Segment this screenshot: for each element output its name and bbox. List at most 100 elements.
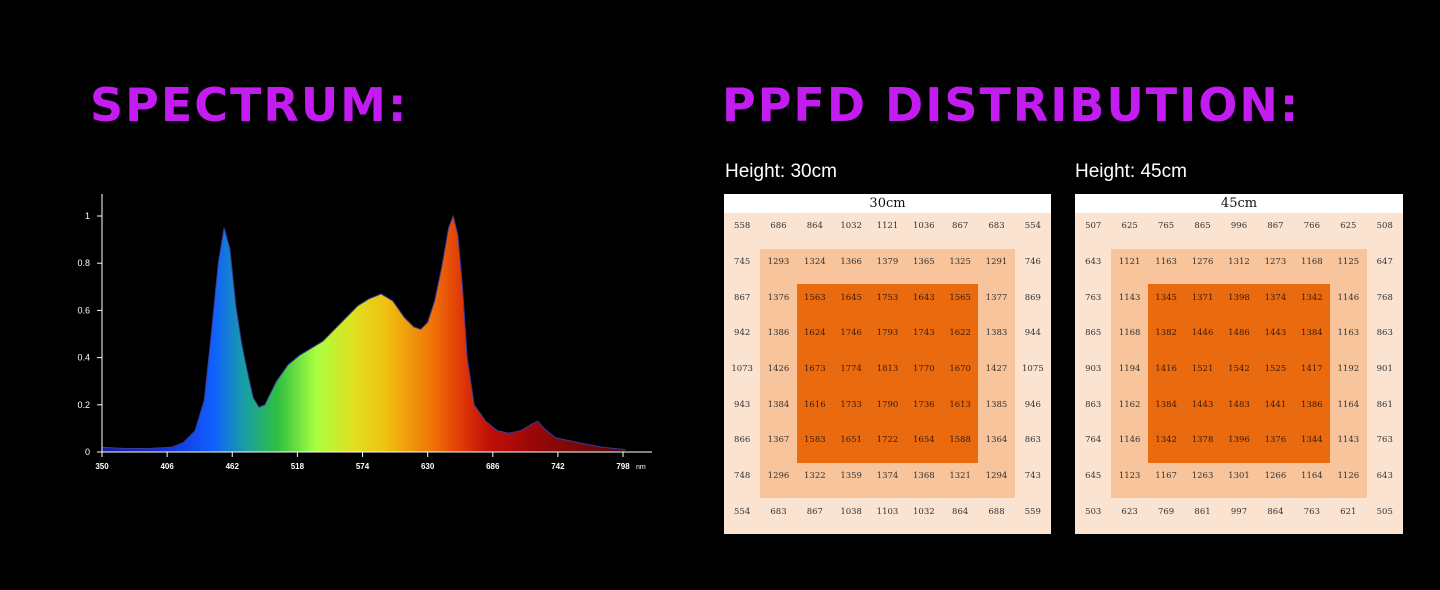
x-tick-label: 406 — [160, 462, 174, 471]
ppfd-cell: 1613 — [949, 400, 971, 410]
ppfd-value: 1643 — [913, 292, 935, 303]
ppfd-cell: 1342 — [1155, 435, 1177, 445]
ppfd-cell: 1324 — [804, 257, 826, 267]
ppfd-value: 1146 — [1337, 292, 1360, 303]
ppfd-value: 1266 — [1264, 470, 1287, 481]
ppfd-value: 1746 — [840, 328, 862, 339]
ppfd-cell: 864 — [952, 507, 968, 517]
ppfd-cell: 745 — [734, 257, 750, 267]
ppfd-cell: 1743 — [913, 328, 935, 338]
ppfd-value: 1441 — [1264, 399, 1287, 410]
ppfd-value: 647 — [1376, 256, 1393, 267]
ppfd-cell: 1273 — [1265, 257, 1287, 267]
ppfd-cell: 997 — [1231, 507, 1247, 517]
ppfd-cell: 1294 — [986, 471, 1008, 481]
ppfd-value: 1384 — [1155, 399, 1177, 410]
ppfd-value: 1342 — [1301, 292, 1323, 303]
ppfd-value: 1385 — [985, 399, 1008, 410]
ppfd-value: 903 — [1085, 363, 1102, 374]
ppfd-value: 1583 — [804, 435, 826, 446]
ppfd-value: 1446 — [1191, 328, 1214, 339]
ppfd-cell: 867 — [1267, 221, 1283, 231]
ppfd-value: 864 — [952, 506, 969, 517]
ppfd-cell: 686 — [770, 221, 786, 231]
ppfd-cell: 1032 — [840, 221, 862, 231]
ppfd-cell: 625 — [1122, 221, 1138, 231]
ppfd-cell: 1143 — [1119, 293, 1141, 303]
ppfd-value: 1386 — [767, 328, 790, 339]
ppfd-value: 1146 — [1118, 435, 1141, 446]
ppfd-cell: 1385 — [986, 400, 1008, 410]
x-tick-label: 686 — [486, 462, 500, 471]
ppfd-value: 1376 — [1264, 435, 1287, 446]
ppfd-cell: 1793 — [877, 328, 899, 338]
ppfd-cell: 1645 — [840, 293, 862, 303]
ppfd-value: 1670 — [949, 363, 971, 374]
ppfd-value: 1126 — [1337, 470, 1360, 481]
ppfd-value: 1293 — [767, 256, 790, 267]
ppfd-value: 1364 — [985, 435, 1008, 446]
ppfd-cell: 946 — [1025, 400, 1041, 410]
ppfd-value: 686 — [770, 221, 787, 232]
ppfd-value: 1194 — [1118, 363, 1141, 374]
ppfd-value: 748 — [734, 470, 751, 481]
ppfd-cell: 1371 — [1192, 293, 1214, 303]
ppfd-value: 558 — [734, 221, 751, 232]
ppfd-value: 863 — [1024, 435, 1041, 446]
y-tick-label: 0.8 — [77, 258, 90, 268]
y-tick-label: 0.6 — [77, 305, 90, 315]
y-tick-label: 0 — [85, 447, 90, 457]
ppfd-value: 1374 — [876, 470, 899, 481]
ppfd-cell: 1374 — [877, 471, 899, 481]
ppfd-value: 1813 — [876, 363, 899, 374]
ppfd-value: 743 — [1024, 470, 1041, 481]
x-tick-label: 462 — [226, 462, 240, 471]
ppfd-cell: 861 — [1194, 507, 1210, 517]
ppfd-cell: 1770 — [913, 364, 935, 374]
ppfd-cell: 867 — [952, 221, 968, 231]
ppfd-value: 1325 — [949, 256, 971, 267]
ppfd-cell: 554 — [1025, 221, 1041, 231]
ppfd-cell: 1374 — [1265, 293, 1287, 303]
ppfd-value: 625 — [1121, 221, 1138, 232]
ppfd-value: 996 — [1230, 221, 1248, 232]
ppfd-cell: 1291 — [986, 257, 1008, 267]
ppfd-cell: 903 — [1085, 364, 1101, 374]
ppfd-value: 1417 — [1301, 363, 1323, 374]
ppfd-value: 763 — [1303, 506, 1320, 517]
ppfd-cell: 1365 — [913, 257, 935, 267]
ppfd-cell: 683 — [770, 507, 786, 517]
ppfd-value: 1075 — [1022, 363, 1044, 374]
ppfd-cell: 1192 — [1338, 364, 1360, 374]
ppfd-cell: 1753 — [877, 293, 899, 303]
ppfd-cell: 864 — [807, 221, 823, 231]
ppfd-cell: 1146 — [1119, 435, 1141, 445]
spectrum-chart: 0 0.2 0.4 0.6 0.8 1 350 406 462 518 574 630 686 742 7… — [77, 194, 652, 471]
ppfd-cell: 1383 — [986, 328, 1008, 338]
ppfd-cell: 1654 — [913, 435, 935, 445]
ppfd-value: 1416 — [1155, 363, 1177, 374]
ppfd-cell: 1194 — [1119, 364, 1141, 374]
ppfd-value: 1301 — [1228, 470, 1250, 481]
ppfd-cell: 863 — [1025, 435, 1041, 445]
ppfd-cell: 1563 — [804, 293, 826, 303]
ppfd-value: 503 — [1085, 506, 1102, 517]
ppfd-cell: 1616 — [804, 400, 826, 410]
ppfd-cell: 1396 — [1228, 435, 1250, 445]
ppfd-cell: 1322 — [804, 471, 826, 481]
ppfd-cell: 507 — [1085, 221, 1101, 231]
ppfd-cell: 1167 — [1155, 471, 1177, 481]
ppfd-value: 1032 — [840, 221, 862, 232]
y-tick-label: 1 — [85, 211, 90, 221]
ppfd-value: 507 — [1085, 221, 1102, 232]
ppfd-cell: 1344 — [1301, 435, 1323, 445]
ppfd-value: 1673 — [804, 363, 826, 374]
ppfd-value: 1565 — [949, 292, 971, 303]
ppfd-cell: 1263 — [1192, 471, 1214, 481]
ppfd-value: 769 — [1157, 506, 1175, 517]
ppfd-value: 867 — [952, 221, 969, 232]
ppfd-cell: 1736 — [913, 400, 935, 410]
ppfd-value: 1443 — [1264, 328, 1287, 339]
ppfd-cell: 1427 — [986, 364, 1008, 374]
ppfd-value: 1386 — [1301, 399, 1323, 410]
